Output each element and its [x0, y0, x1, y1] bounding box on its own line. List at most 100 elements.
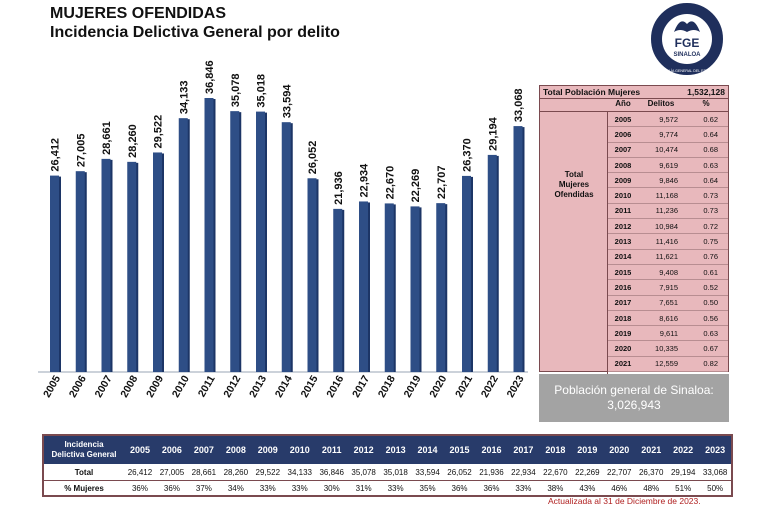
bar-group: 22,934 2017: [350, 163, 372, 400]
bar-group: 33,594 2014: [273, 84, 295, 400]
summary-year-cell: 2007: [193, 445, 214, 455]
bar-chart: 26,412 2005 27,005 2006 28,661 2007 28,260 2008…: [38, 60, 528, 400]
summary-total-cell: 26,052: [447, 467, 472, 477]
summary-total-cell: 26,412: [127, 467, 153, 477]
x-tick-label: 2013: [247, 373, 269, 399]
side-year-cell: 2011: [614, 206, 632, 216]
x-tick-label: 2015: [299, 373, 321, 399]
x-tick-label: 2005: [41, 373, 63, 399]
side-table-row: 2011 11,236 0.73: [608, 204, 728, 220]
summary-year-cell: 2009: [257, 445, 278, 455]
side-pct-cell: 0.75: [703, 237, 718, 247]
side-pct-cell: 0.73: [703, 191, 718, 201]
side-year-cell: 2006: [614, 129, 632, 139]
side-year-cell: 2010: [614, 191, 632, 201]
side-table-row: 2005 9,572 0.62: [608, 112, 728, 128]
bar-group: 35,018 2013: [247, 74, 269, 400]
bar-group: 28,661 2007: [93, 121, 115, 400]
summary-pct-cell: 33%: [291, 483, 308, 493]
x-tick-label: 2018: [376, 373, 398, 399]
summary-year-cell: 2019: [577, 445, 598, 455]
bar: [127, 161, 137, 372]
bar-shadow: [135, 162, 139, 372]
side-table-row: 2016 7,915 0.52: [608, 280, 728, 296]
summary-pct-cell: 34%: [227, 483, 244, 493]
x-tick-label: 2014: [273, 373, 295, 399]
summary-pct-cell: 46%: [611, 483, 628, 493]
summary-year-cell: 2008: [225, 445, 246, 455]
bar-group: 22,269 2019: [402, 169, 424, 400]
bar-value-label: 22,670: [384, 166, 396, 200]
bar: [333, 208, 343, 372]
x-tick-label: 2017: [350, 373, 372, 399]
side-table-row: 2010 11,168 0.73: [608, 188, 728, 204]
x-tick-label: 2008: [118, 373, 140, 399]
bar-value-label: 28,260: [127, 124, 139, 158]
bar: [307, 178, 317, 372]
bar: [230, 111, 240, 373]
summary-pct-cell: 35%: [419, 483, 436, 493]
summary-pct-cell: 36%: [131, 483, 148, 493]
summary-total-cell: 22,269: [575, 467, 600, 477]
fge-logo: FGE SINALOA FISCALÍA GENERAL DEL ESTADO: [651, 3, 723, 75]
bar-group: 26,370 2021: [453, 138, 475, 399]
summary-header-row: Incidencia Delictiva General 2005 2006 200…: [44, 436, 731, 464]
x-tick-label: 2016: [324, 373, 346, 399]
x-tick-label: 2007: [93, 373, 115, 399]
side-pct-cell: 0.63: [703, 160, 718, 170]
summary-year-cell: 2005: [129, 445, 150, 455]
footnote: Actualizada al 31 de Diciembre de 2023.: [548, 496, 701, 506]
side-year-cell: 2013: [614, 237, 632, 247]
bar-group: 22,707 2020: [427, 165, 449, 399]
side-delitos-cell: 9,846: [659, 175, 678, 185]
bar-value-label: 27,005: [75, 134, 87, 168]
bar-shadow: [392, 204, 396, 372]
bar-group: 29,522 2009: [144, 115, 166, 400]
bar-shadow: [109, 159, 113, 372]
summary-year-cell: 2016: [481, 445, 502, 455]
total-population-label: Total Población Mujeres: [543, 87, 641, 97]
side-year-cell: 2005: [614, 114, 632, 124]
summary-year-cell: 2011: [321, 445, 342, 455]
col-delitos: Delitos: [647, 99, 675, 108]
bar-group: 36,846 2011: [196, 60, 218, 399]
side-pct-cell: 0.67: [703, 344, 718, 354]
side-year-cell: 2012: [614, 221, 632, 231]
bar-value-label: 36,846: [204, 60, 216, 94]
bar-shadow: [212, 99, 216, 372]
side-year-cell: 2016: [614, 282, 632, 292]
bar: [178, 118, 188, 372]
x-tick-label: 2010: [170, 373, 192, 399]
summary-year-cell: 2012: [353, 445, 374, 455]
bar-group: 28,260 2008: [118, 124, 140, 400]
side-year-cell: 2014: [614, 252, 632, 262]
summary-pct-cell: 43%: [579, 483, 596, 493]
bar: [153, 152, 162, 372]
bar-value-label: 29,194: [487, 116, 499, 151]
side-pct-cell: 0.64: [703, 175, 718, 185]
summary-pct-cell: 50%: [707, 483, 724, 493]
side-year-cell: 2009: [614, 175, 632, 185]
side-delitos-cell: 7,651: [659, 298, 678, 308]
bar-group: 34,133 2010: [170, 81, 192, 400]
side-pct-cell: 0.76: [703, 252, 718, 262]
eagle-icon: [674, 21, 700, 32]
side-table-row: 2006 9,774 0.64: [608, 127, 728, 143]
summary-header-label: Incidencia Delictiva General: [51, 440, 117, 459]
population-value: 3,026,943: [607, 398, 661, 412]
side-pct-cell: 0.61: [703, 267, 718, 277]
bar-shadow: [315, 179, 319, 372]
side-pct-cell: 0.68: [703, 145, 718, 155]
side-year-cell: 2008: [614, 160, 632, 170]
bar-shadow: [186, 119, 190, 372]
summary-pct-cell: 36%: [163, 483, 180, 493]
side-year-cell: 2015: [614, 267, 632, 277]
side-delitos-cell: 9,611: [659, 328, 678, 338]
side-table-row: 2021 12,559 0.82: [608, 357, 728, 373]
summary-year-cell: 2021: [641, 445, 662, 455]
bar-group: 33,068 2023: [505, 88, 527, 399]
bar-value-label: 21,936: [333, 171, 345, 205]
bar: [256, 111, 265, 372]
side-table-row: 2009 9,846 0.64: [608, 173, 728, 189]
side-delitos-cell: 12,559: [655, 359, 678, 369]
